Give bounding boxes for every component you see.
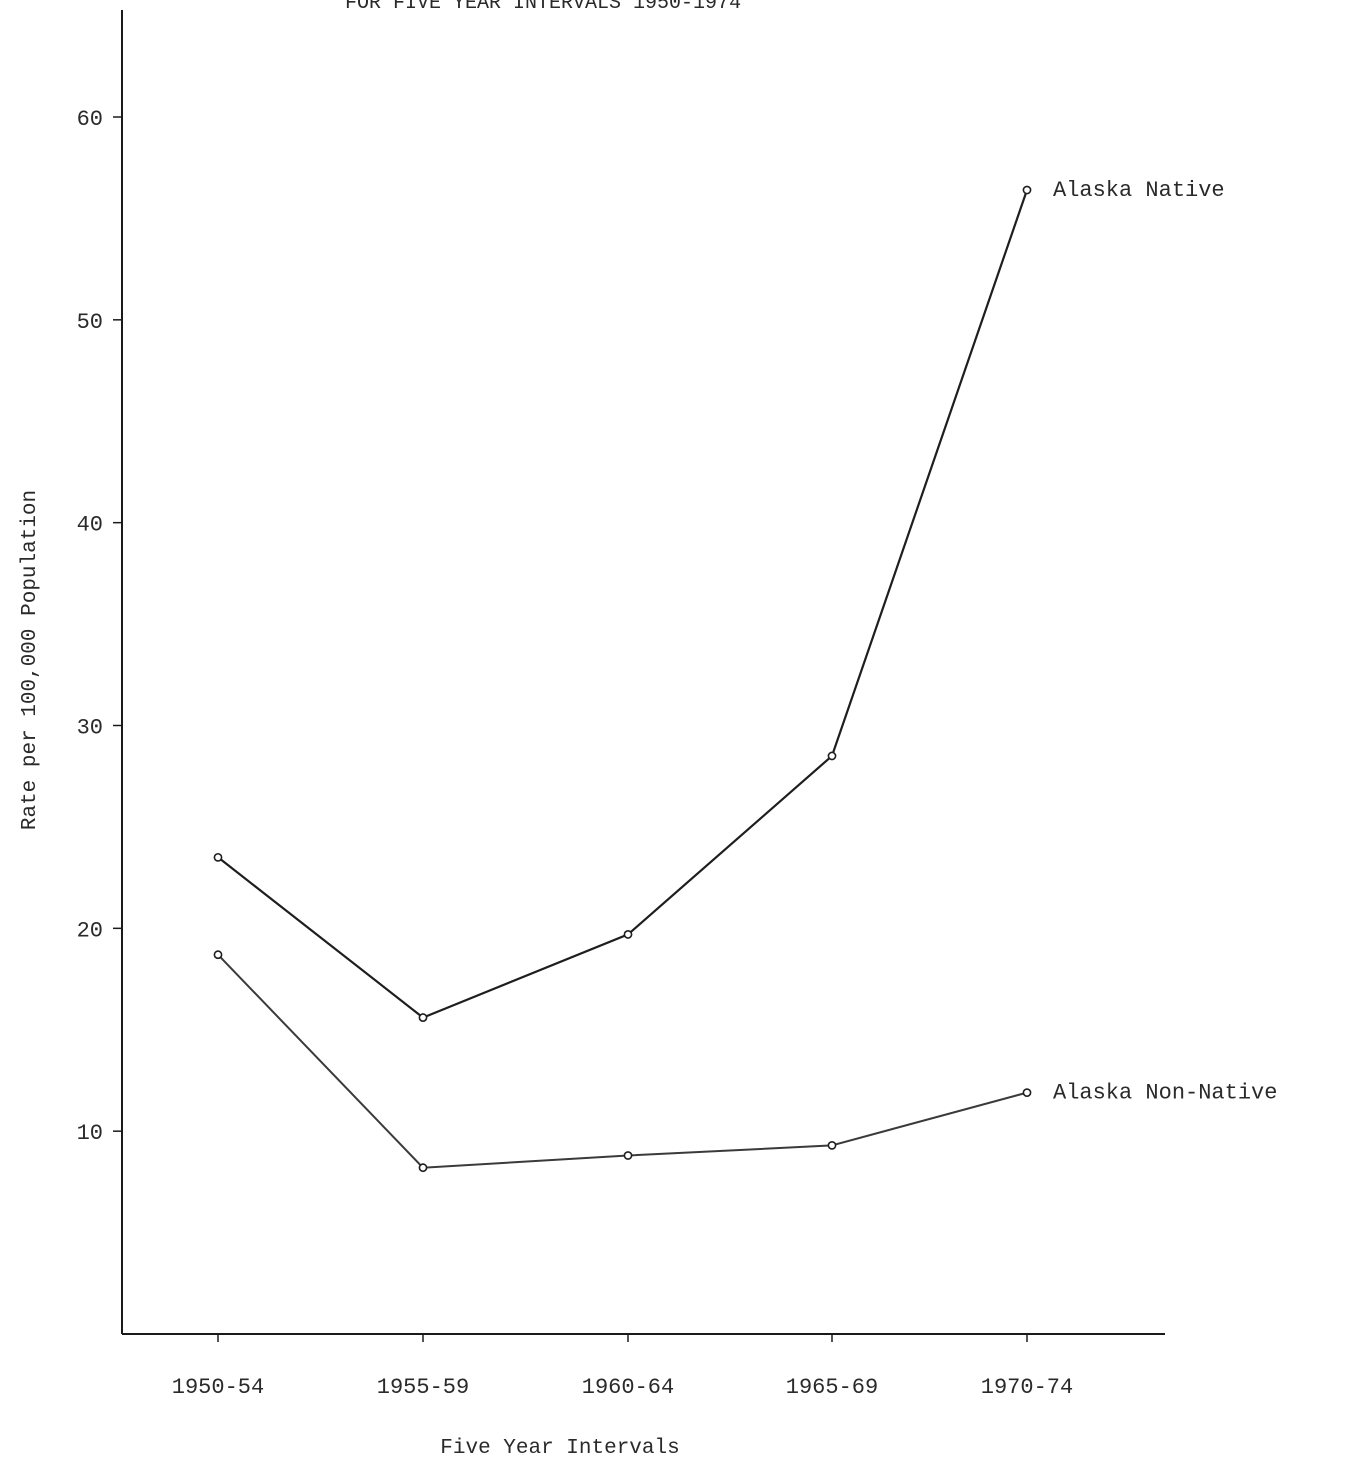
y-tick-label: 40 xyxy=(77,513,103,538)
alaska-non-native-label: Alaska Non-Native xyxy=(1053,1081,1277,1106)
alaska-non-native-point xyxy=(418,1163,428,1173)
y-axis-title: Rate per 100,000 Population xyxy=(19,490,42,830)
chart-title: FOR FIVE YEAR INTERVALS 1950-1974 xyxy=(345,0,741,15)
x-tick-label: 1955-59 xyxy=(377,1375,469,1400)
y-tick-label: 30 xyxy=(77,716,103,741)
series-labels: Alaska Native Alaska Non-Native xyxy=(1053,178,1277,1106)
y-tick-label: 50 xyxy=(77,310,103,335)
y-axis-ticks: 10 20 30 40 50 60 xyxy=(77,107,122,1146)
x-tick-label: 1950-54 xyxy=(172,1375,264,1400)
alaska-non-native-point xyxy=(827,1140,837,1150)
y-tick-label: 20 xyxy=(77,918,103,943)
x-axis-title: Five Year Intervals xyxy=(440,1437,679,1460)
alaska-native-point xyxy=(1022,185,1032,195)
alaska-native-point xyxy=(623,930,633,939)
alaska-non-native-line xyxy=(217,954,1028,1169)
y-tick-label: 10 xyxy=(77,1121,103,1146)
alaska-native-label: Alaska Native xyxy=(1053,178,1225,203)
alaska-native-point xyxy=(213,852,223,862)
x-tick-label: 1960-64 xyxy=(582,1375,674,1400)
alaska-native-point xyxy=(418,1013,428,1022)
alaska-non-native-point xyxy=(623,1151,633,1160)
alaska-native-line xyxy=(217,189,1029,1019)
x-axis-ticks: 1950-54 1955-59 1960-64 1965-69 1970-74 xyxy=(172,1334,1073,1400)
y-tick-label: 60 xyxy=(77,107,103,132)
alaska-non-native-point xyxy=(1022,1088,1032,1098)
series-layer xyxy=(213,185,1032,1173)
alaska-native-point xyxy=(827,751,837,761)
alaska-non-native-point xyxy=(213,950,223,960)
x-tick-label: 1970-74 xyxy=(981,1375,1073,1400)
x-tick-label: 1965-69 xyxy=(786,1375,878,1400)
